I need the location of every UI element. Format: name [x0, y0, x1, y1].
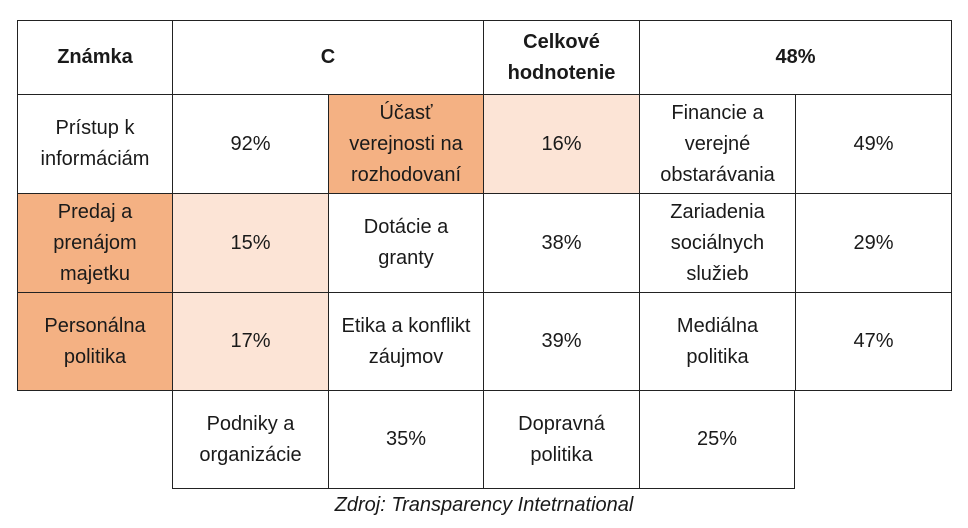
category-value-cell: 25% [639, 391, 795, 489]
overall-value: 48% [775, 46, 816, 68]
category-label-cell: Dopravná politika [483, 391, 639, 489]
category-label-cell: Predaj a prenájom majetku [17, 194, 172, 293]
category-value-cell: 16% [483, 95, 639, 194]
category-value-cell: 17% [172, 293, 328, 391]
category-label: Účasť verejnosti na rozhodovaní [349, 101, 463, 186]
category-value: 29% [853, 231, 894, 254]
category-value-cell: 92% [172, 95, 328, 194]
category-value: 38% [541, 231, 582, 254]
category-label: Etika a konflikt záujmov [341, 314, 471, 368]
category-label-cell: Personálna politika [17, 293, 172, 391]
overall-label: Celkové hodnotenie [507, 30, 616, 84]
category-value: 49% [853, 132, 894, 155]
category-label-cell: Prístup k informáciám [17, 95, 172, 194]
category-label-cell: Etika a konflikt záujmov [328, 293, 483, 391]
category-value-cell: 35% [328, 391, 483, 489]
category-value-cell: 38% [483, 194, 639, 293]
category-label-cell: Financie a verejné obstarávania [639, 95, 795, 194]
category-label: Personálna politika [44, 314, 146, 368]
grade-label-cell: Známka [17, 20, 172, 95]
category-label: Prístup k informáciám [40, 117, 150, 170]
category-label: Dotácie a granty [363, 216, 449, 269]
category-value: 92% [230, 132, 271, 155]
category-value: 47% [853, 330, 894, 352]
category-value-cell: 15% [172, 194, 328, 293]
category-value: 35% [385, 428, 427, 450]
category-label-cell: Účasť verejnosti na rozhodovaní [328, 95, 483, 194]
category-label-cell: Zariadenia sociálnych služieb [639, 194, 795, 293]
category-value: 15% [230, 231, 271, 254]
category-value: 16% [541, 132, 582, 155]
category-label-cell: Dotácie a granty [328, 194, 483, 293]
source-caption: Zdroj: Transparency Intetrnational [334, 494, 634, 516]
grade-value-cell: C [172, 20, 483, 95]
category-value-cell: 29% [795, 194, 952, 293]
category-label: Mediálna politika [676, 314, 759, 368]
category-value: 39% [541, 330, 582, 352]
category-label-cell: Podniky a organizácie [172, 391, 328, 489]
overall-value-cell: 48% [639, 20, 952, 95]
overall-label-cell: Celkové hodnotenie [483, 20, 639, 95]
category-value: 17% [230, 330, 271, 352]
category-value-cell: 49% [795, 95, 952, 194]
category-value-cell: 47% [795, 293, 952, 391]
category-label: Predaj a prenájom majetku [53, 200, 137, 285]
category-value: 25% [696, 428, 738, 450]
grade-value: C [320, 46, 336, 68]
category-value-cell: 39% [483, 293, 639, 391]
category-label: Financie a verejné obstarávania [660, 101, 775, 186]
category-label: Podniky a organizácie [199, 412, 302, 466]
category-label: Zariadenia sociálnych služieb [670, 200, 765, 285]
grade-label: Známka [57, 46, 133, 68]
category-label: Dopravná politika [518, 412, 605, 466]
category-label-cell: Mediálna politika [639, 293, 795, 391]
